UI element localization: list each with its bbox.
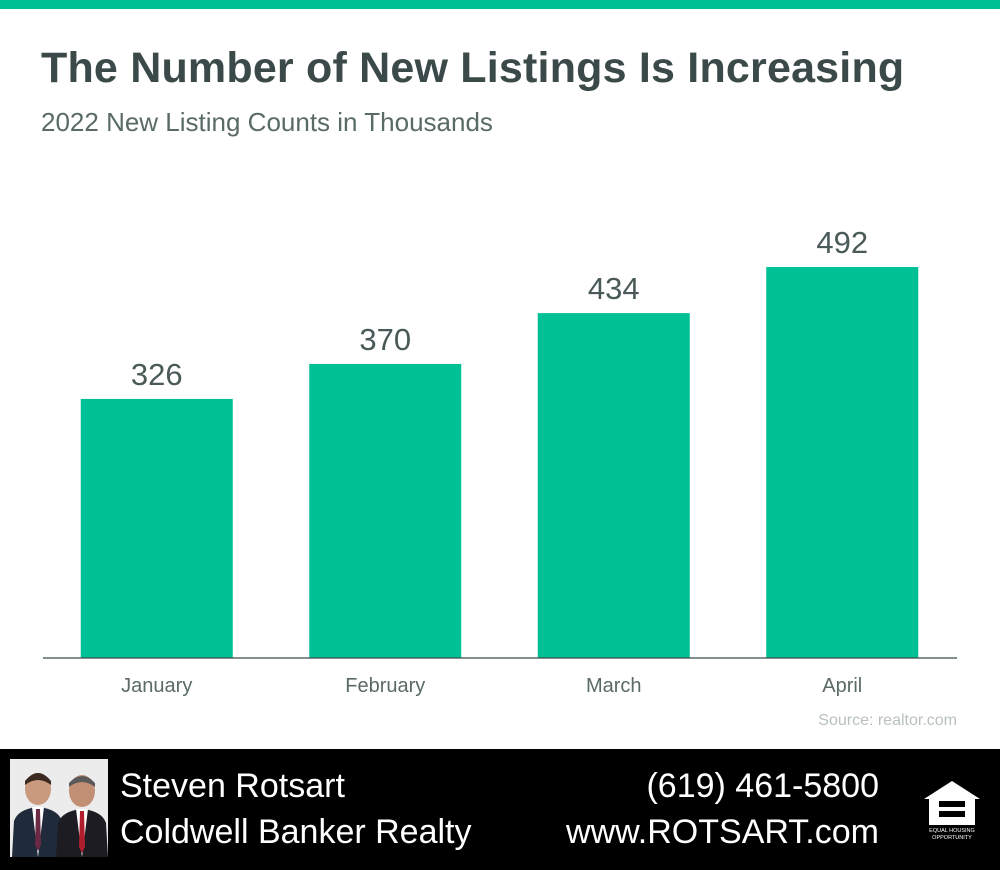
chart-subtitle: 2022 New Listing Counts in Thousands [41, 107, 493, 137]
agent-photo-icon [10, 759, 108, 857]
agent-name: Steven Rotsart [120, 767, 345, 805]
x-tick-label-january: January [121, 675, 192, 697]
phone-number[interactable]: (619) 461-5800 [646, 767, 879, 805]
company-name: Coldwell Banker Realty [120, 813, 472, 851]
eho-text-2: OPPORTUNITY [932, 835, 972, 841]
data-label-january: 326 [131, 357, 183, 392]
footer-banner: Steven Rotsart Coldwell Banker Realty (6… [0, 749, 1000, 870]
bar-february [309, 363, 462, 658]
website-link[interactable]: www.ROTSART.com [566, 813, 879, 851]
data-label-march: 434 [588, 271, 640, 306]
source-note: Source: realtor.com [818, 712, 957, 729]
x-tick-label-march: March [586, 675, 642, 697]
bar-april [766, 267, 919, 658]
x-tick-label-april: April [822, 675, 862, 697]
bar-january [80, 398, 233, 658]
bar-march [537, 313, 690, 658]
data-label-april: 492 [816, 225, 868, 260]
agent-photo [10, 759, 108, 857]
chart-title: The Number of New Listings Is Increasing [41, 44, 905, 92]
data-label-february: 370 [359, 322, 411, 357]
top-accent-bar [0, 0, 1000, 9]
eho-text-1: EQUAL HOUSING [929, 828, 975, 834]
bar-chart: 326 January 370 February 434 March 492 April [43, 225, 957, 697]
x-tick-label-february: February [345, 675, 425, 697]
equal-housing-icon: EQUAL HOUSING OPPORTUNITY [924, 781, 980, 841]
